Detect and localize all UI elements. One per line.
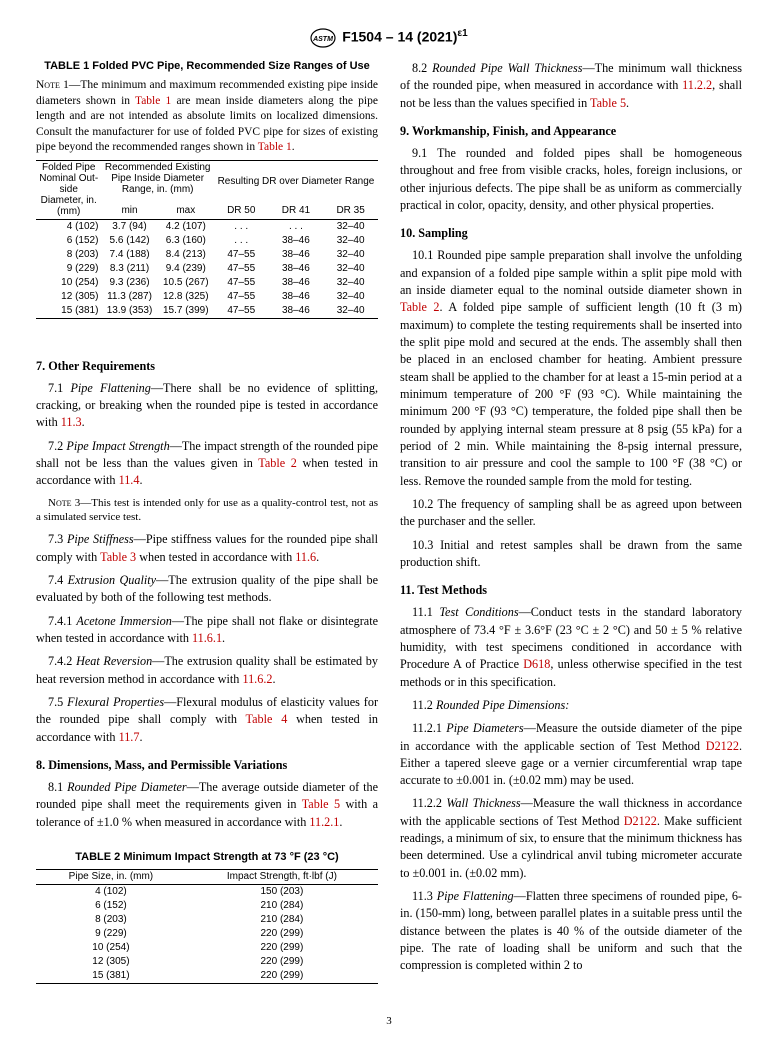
ref-11-7[interactable]: 11.7 [119,730,140,744]
sec8-heading: 8. Dimensions, Mass, and Permissible Var… [36,758,378,773]
p71: 7.1 Pipe Flattening—There shall be no ev… [36,380,378,432]
table1-title: TABLE 1 Folded PVC Pipe, Recommended Siz… [36,60,378,72]
table-row: 6 (152)210 (284) [36,899,378,913]
ref-table1a[interactable]: Table 1 [135,95,171,107]
p75: 7.5 Flexural Properties—Flexural modulus… [36,694,378,746]
p1122: 11.2.2 Wall Thickness—Measure the wall t… [400,795,742,882]
p73: 7.3 Pipe Stiffness—Pipe stiffness values… [36,531,378,566]
p112: 11.2 Rounded Pipe Dimensions: [400,697,742,714]
page-header: ASTM F1504 – 14 (2021)ε1 [36,28,742,48]
table-row: 12 (305)11.3 (287)12.8 (325)47–5538–4632… [36,290,378,304]
p82: 8.2 Rounded Pipe Wall Thickness—The mini… [400,60,742,112]
ref-table3[interactable]: Table 3 [100,550,136,564]
epsilon: ε1 [457,28,467,39]
table-row: 8 (203)7.4 (188)8.4 (213)47–5538–4632–40 [36,248,378,262]
p81: 8.1 Rounded Pipe Diameter—The average ou… [36,779,378,831]
table1-note: Note 1—The minimum and maximum recommend… [36,78,378,156]
ref-11-2-2[interactable]: 11.2.2 [682,78,712,92]
svg-text:ASTM: ASTM [312,36,333,43]
note3: Note 3—This test is intended only for us… [36,496,378,526]
ref-11-6-2[interactable]: 11.6.2 [242,672,272,686]
table-row: 10 (254)220 (299) [36,941,378,955]
table-row: 6 (152)5.6 (142)6.3 (160). . .38–4632–40 [36,234,378,248]
table-row: 9 (229)8.3 (211)9.4 (239)47–5538–4632–40 [36,262,378,276]
left-column: TABLE 1 Folded PVC Pipe, Recommended Siz… [36,60,378,992]
ref-table2b[interactable]: Table 2 [400,300,440,314]
ref-d2122a[interactable]: D2122 [706,739,739,753]
table-row: 4 (102)150 (203) [36,884,378,899]
sec11-heading: 11. Test Methods [400,583,742,598]
ref-11-2-1[interactable]: 11.2.1 [309,815,339,829]
ref-table5b[interactable]: Table 5 [590,96,626,110]
ref-table5a[interactable]: Table 5 [302,797,340,811]
p74: 7.4 Extrusion Quality—The extrusion qual… [36,572,378,607]
table-row: 15 (381)13.9 (353)15.7 (399)47–5538–4632… [36,304,378,319]
sec9-heading: 9. Workmanship, Finish, and Appearance [400,124,742,139]
table2-title: TABLE 2 Minimum Impact Strength at 73 °F… [36,851,378,863]
page-number: 3 [0,1015,778,1027]
ref-d2122b[interactable]: D2122 [624,814,657,828]
table-row: 15 (381)220 (299) [36,969,378,984]
table-row: 8 (203)210 (284) [36,913,378,927]
table-row: 12 (305)220 (299) [36,955,378,969]
ref-11-6-1[interactable]: 11.6.1 [192,631,222,645]
ref-d618[interactable]: D618 [523,657,550,671]
ref-11-6[interactable]: 11.6 [295,550,316,564]
table1: Folded PipeNominal Out-sideDiameter, in.… [36,160,378,319]
ref-table4[interactable]: Table 4 [246,712,288,726]
table-row: 4 (102)3.7 (94)4.2 (107). . .. . .32–40 [36,219,378,234]
p91: 9.1 The rounded and folded pipes shall b… [400,145,742,214]
p113: 11.3 Pipe Flattening—Flatten three speci… [400,888,742,975]
p742: 7.4.2 Heat Reversion—The extrusion quali… [36,653,378,688]
table2: Pipe Size, in. (mm)Impact Strength, ft·l… [36,869,378,984]
p72: 7.2 Pipe Impact Strength—The impact stre… [36,438,378,490]
astm-logo-icon: ASTM [310,28,336,48]
sec10-heading: 10. Sampling [400,226,742,241]
p741: 7.4.1 Acetone Immersion—The pipe shall n… [36,613,378,648]
p111: 11.1 Test Conditions—Conduct tests in th… [400,604,742,691]
ref-table2[interactable]: Table 2 [258,456,297,470]
table-row: 9 (229)220 (299) [36,927,378,941]
ref-11-3[interactable]: 11.3 [61,415,82,429]
standard-number: F1504 – 14 (2021) [342,29,457,45]
right-column: 8.2 Rounded Pipe Wall Thickness—The mini… [400,60,742,992]
p101: 10.1 Rounded pipe sample preparation sha… [400,247,742,490]
ref-table1b[interactable]: Table 1 [258,141,292,153]
p102: 10.2 The frequency of sampling shall be … [400,496,742,531]
table-row: 10 (254)9.3 (236)10.5 (267)47–5538–4632–… [36,276,378,290]
p1121: 11.2.1 Pipe Diameters—Measure the outsid… [400,720,742,789]
sec7-heading: 7. Other Requirements [36,359,378,374]
p103: 10.3 Initial and retest samples shall be… [400,537,742,572]
ref-11-4[interactable]: 11.4 [119,473,140,487]
